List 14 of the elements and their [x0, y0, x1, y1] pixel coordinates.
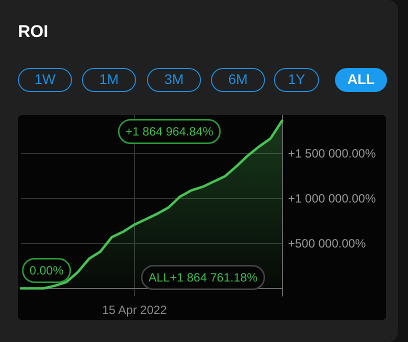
text: 3M: [147, 68, 201, 92]
y-tick-label: +500 000.00%: [288, 236, 366, 250]
annotation: ALL+1 864 761.18%: [148, 270, 258, 284]
y-tick-label: +1 000 000.00%: [288, 192, 376, 206]
annotation: +1 864 964.84%: [126, 124, 214, 138]
y-tick-label: +1 500 000.00%: [288, 146, 376, 161]
x-tick-label: 15 Apr 2022: [102, 303, 168, 317]
chart-title: ROI: [18, 22, 48, 42]
text: 1M: [82, 68, 136, 92]
text: 1Y: [274, 68, 319, 92]
annotation: 0.00%: [30, 264, 64, 278]
text: 1W: [18, 68, 72, 92]
text: ALL: [335, 68, 387, 92]
text: 6M: [211, 68, 265, 92]
